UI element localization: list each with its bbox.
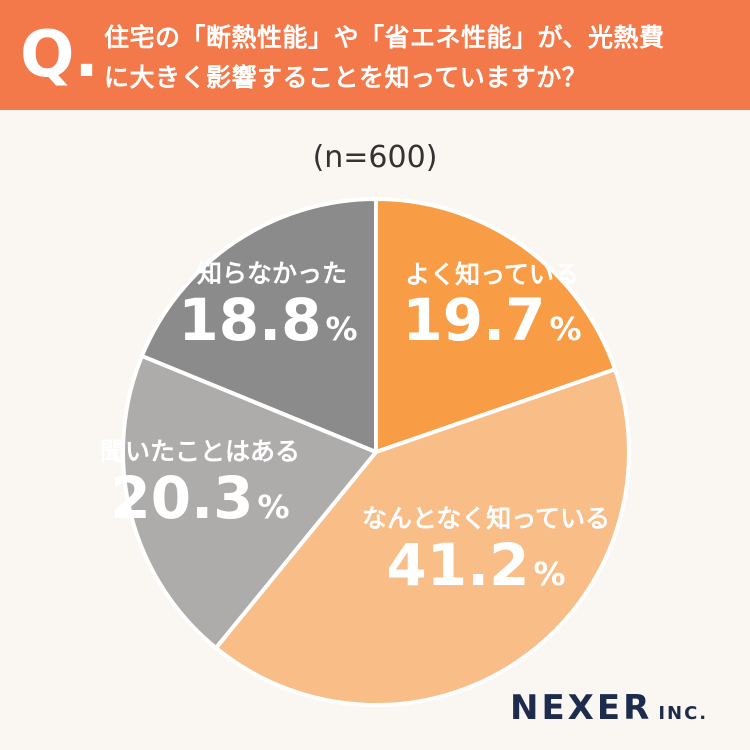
slice-value-3: 18.8% [178,286,357,354]
question-header: Q. 住宅の「断熱性能」や「省エネ性能」が、光熱費 に大きく影響することを知って… [0,0,750,110]
sample-size-label: (n=600) [312,140,438,175]
slice-value-1: 41.2% [386,531,565,599]
logo-suffix: INC. [658,703,709,724]
nexer-logo: NEXER INC. [510,688,708,728]
slice-label-2: 聞いたことはある [100,437,300,466]
slice-value-2: 20.3% [110,464,289,532]
pie-slice-1 [213,367,631,707]
slice-label-1: なんとなく知っている [362,504,610,533]
slice-label-0: よく知っている [405,260,579,289]
slice-value-0: 19.7% [402,286,581,354]
question-text-line1: 住宅の「断熱性能」や「省エネ性能」が、光熱費 [104,23,665,52]
slice-label-3: 知らなかった [197,259,347,288]
pie-slice-2 [121,353,378,650]
logo-name: NEXER [510,688,653,728]
pie-slice-3 [139,197,378,454]
question-mark: Q. [20,18,99,92]
question-text-line2: に大きく影響することを知っていますか？ [104,63,588,92]
